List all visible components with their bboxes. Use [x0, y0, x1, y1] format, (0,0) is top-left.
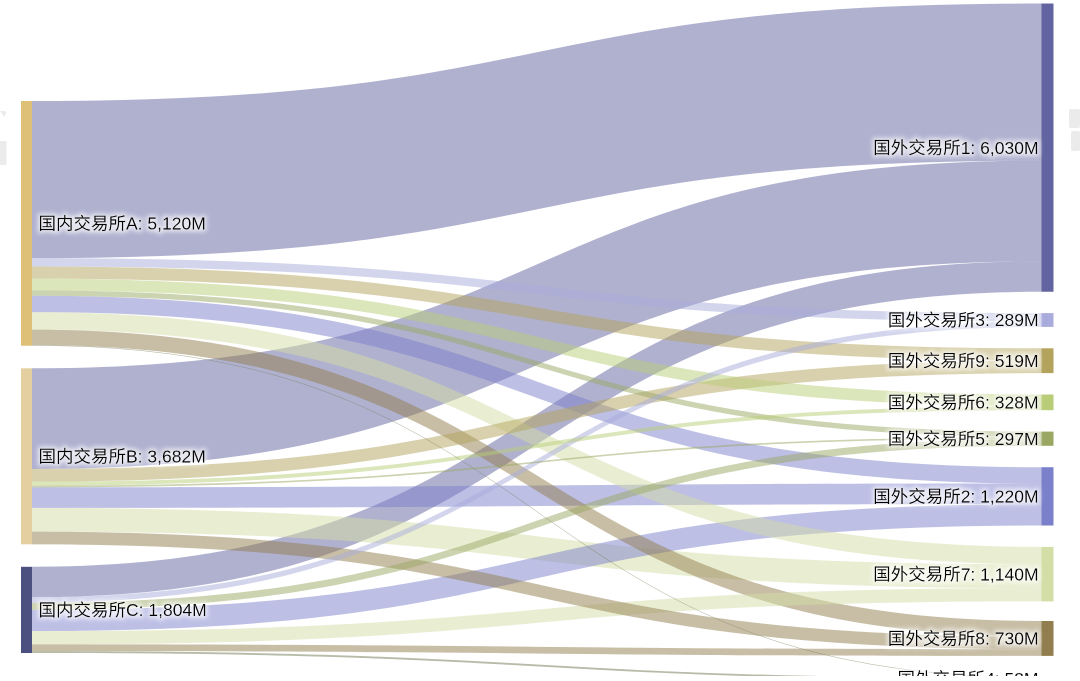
svg-text:7: 1,140M: 7: 1,140M	[961, 564, 1039, 584]
svg-text:5: 297M: 5: 297M	[975, 429, 1038, 449]
svg-text:1: 6,030M: 1: 6,030M	[961, 138, 1039, 158]
svg-text:2: 1,220M: 2: 1,220M	[961, 487, 1039, 507]
svg-text:8: 730M: 8: 730M	[975, 629, 1038, 649]
svg-text:9: 519M: 9: 519M	[975, 351, 1038, 371]
svg-text:B: 3,682M: B: 3,682M	[126, 447, 206, 467]
svg-text:4: 53M: 4: 53M	[985, 669, 1039, 676]
svg-text:C: 1,804M: C: 1,804M	[126, 600, 207, 620]
svg-text:3: 289M: 3: 289M	[975, 310, 1038, 330]
svg-text:6: 328M: 6: 328M	[975, 393, 1038, 413]
svg-text:A: 5,120M: A: 5,120M	[126, 214, 206, 234]
